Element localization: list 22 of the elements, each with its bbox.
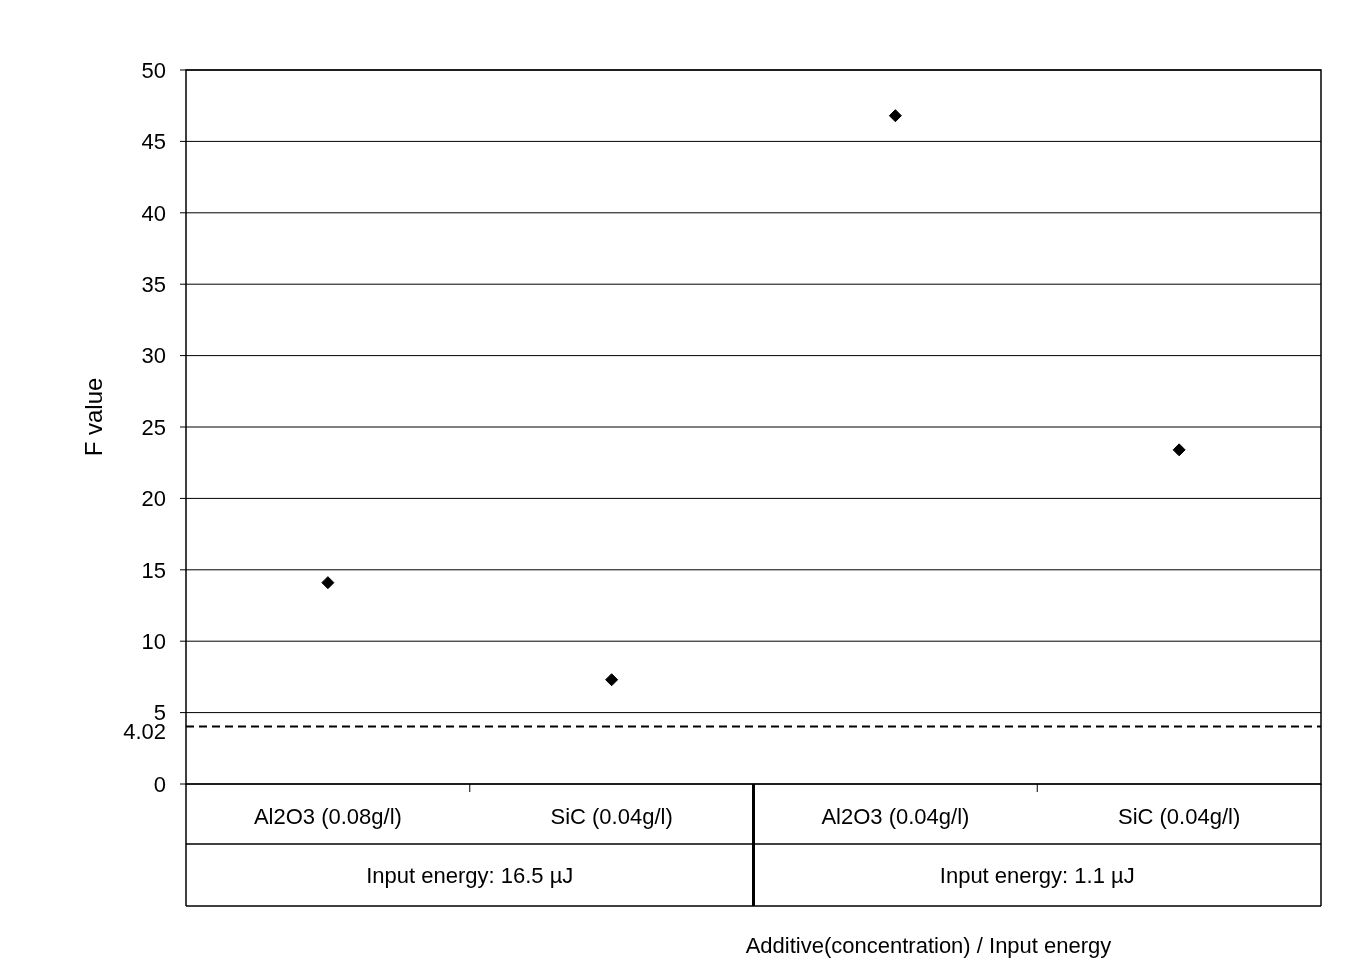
y-tick-label: 20 <box>141 486 166 512</box>
y-axis-title: F value <box>80 377 108 457</box>
x-tick-label: SiC (0.04g/l) <box>550 803 673 829</box>
y-tick-label: 10 <box>141 628 166 654</box>
x-tick-label: SiC (0.04g/l) <box>1117 803 1241 829</box>
point <box>888 109 902 123</box>
y-tick-label: 45 <box>141 129 166 155</box>
point <box>605 673 619 687</box>
y-tick-label: 50 <box>141 57 166 83</box>
point <box>321 576 335 590</box>
x-tick-label: Al2O3 (0.08g/l) <box>253 803 402 829</box>
y-tick-label: 30 <box>141 343 166 369</box>
y-tick-label: 40 <box>141 200 166 226</box>
y-tick-label: 0 <box>153 771 166 797</box>
point <box>1172 443 1186 457</box>
y-tick-label: 35 <box>141 271 166 297</box>
text: Input energy: 1.1 µJ <box>939 862 1135 888</box>
text: Input energy: 16.5 µJ <box>366 862 574 888</box>
y-tick-label: 15 <box>141 557 166 583</box>
y-tick-label: 25 <box>141 414 166 440</box>
x-axis-title: Additive(concentration) / Input energy <box>745 932 1112 958</box>
x-tick-label: Al2O3 (0.04g/l) <box>821 803 970 829</box>
